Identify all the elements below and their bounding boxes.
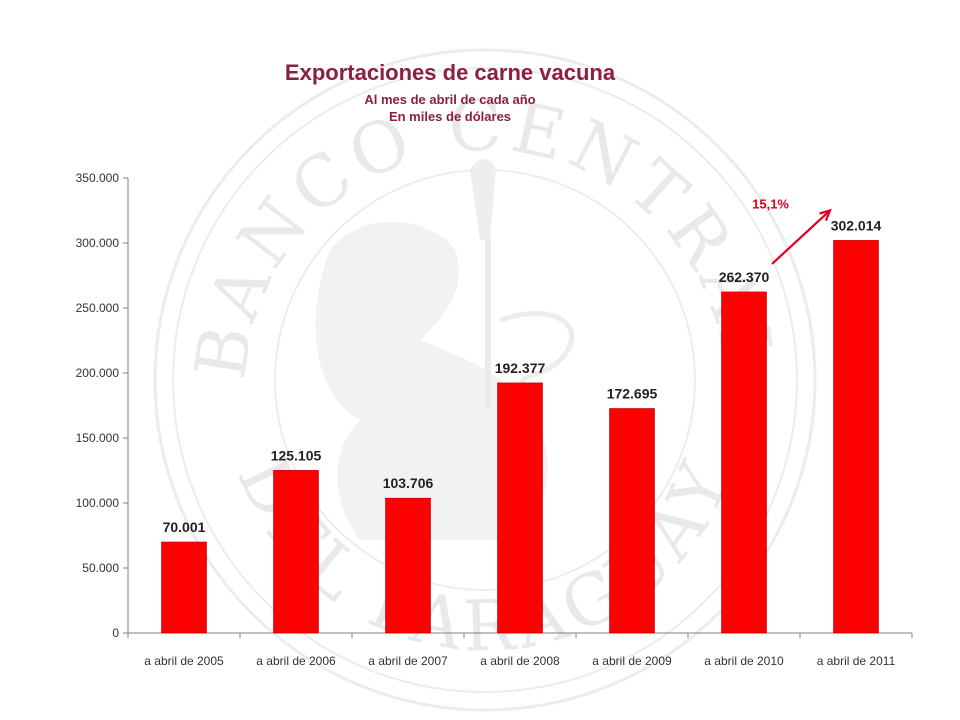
bars xyxy=(161,240,879,634)
growth-percent-label: 15,1% xyxy=(752,196,789,211)
x-tick-label: a abril de 2011 xyxy=(817,654,896,668)
bar xyxy=(497,382,543,634)
growth-annotation: 15,1% xyxy=(752,196,832,265)
x-tick-label: a abril de 2007 xyxy=(368,654,448,668)
y-tick-label: 200.000 xyxy=(76,366,120,380)
bar xyxy=(385,497,431,634)
data-label: 125.105 xyxy=(271,447,322,463)
chart-title: Exportaciones de carne vacuna xyxy=(284,60,616,85)
bar xyxy=(833,240,879,634)
x-tick-label: a abril de 2006 xyxy=(256,654,336,668)
chart-subtitle-period: Al mes de abril de cada año xyxy=(364,92,536,107)
y-axis: 0 50.000 100.000 150.000 200.000 250.000 300.0… xyxy=(76,171,129,640)
bar xyxy=(161,541,207,634)
data-label: 192.377 xyxy=(495,360,546,376)
data-label: 70.001 xyxy=(163,519,206,535)
data-label: 302.014 xyxy=(831,217,882,233)
chart-subtitle-units: En miles de dólares xyxy=(388,109,512,124)
y-tick-label: 100.000 xyxy=(76,496,120,510)
x-tick-label: a abril de 2008 xyxy=(480,654,560,668)
y-tick-label: 0 xyxy=(112,626,119,640)
x-axis: a abril de 2005 a abril de 2006 a abril de… xyxy=(127,632,913,668)
bar xyxy=(721,291,767,634)
growth-arrow-line xyxy=(771,209,831,265)
data-label: 172.695 xyxy=(607,385,658,401)
x-tick-label: a abril de 2009 xyxy=(592,654,672,668)
y-tick-label: 250.000 xyxy=(76,301,120,315)
growth-arrow-head xyxy=(819,208,832,222)
bar xyxy=(273,470,319,634)
y-tick-label: 50.000 xyxy=(82,561,119,575)
data-label: 103.706 xyxy=(383,475,434,491)
x-tick-label: a abril de 2010 xyxy=(704,654,784,668)
data-labels: 70.001 125.105 103.706 192.377 172.695 262.37… xyxy=(163,217,882,535)
bar xyxy=(609,408,655,634)
y-tick-label: 150.000 xyxy=(76,431,120,445)
y-tick-label: 350.000 xyxy=(76,171,120,185)
x-tick-label: a abril de 2005 xyxy=(144,654,224,668)
data-label: 262.370 xyxy=(719,269,770,285)
y-tick-label: 300.000 xyxy=(76,236,120,250)
